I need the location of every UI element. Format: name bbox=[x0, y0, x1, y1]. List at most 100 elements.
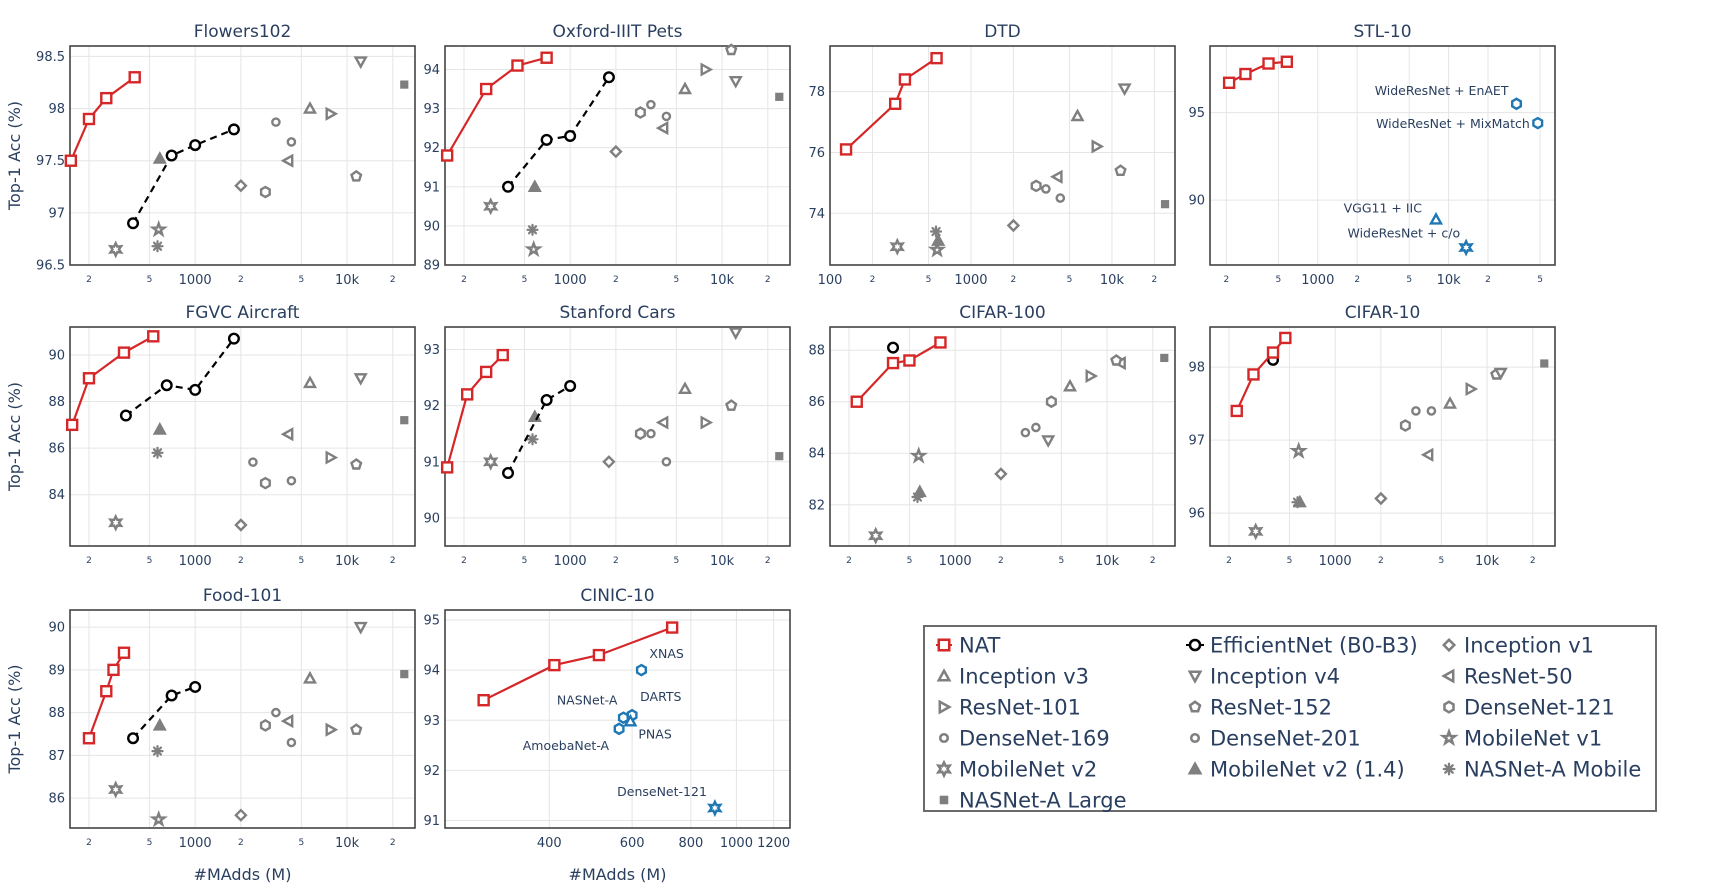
series-nat bbox=[65, 330, 160, 432]
series-nat bbox=[1230, 331, 1292, 418]
marker-densenet121 bbox=[1030, 179, 1042, 193]
chart-title: DTD bbox=[984, 22, 1021, 42]
marker-mobilenet-v2 bbox=[482, 452, 499, 471]
marker-nasnet-mobile bbox=[151, 744, 164, 758]
marker-densenet121 bbox=[634, 427, 646, 441]
marker-efficientnet bbox=[887, 341, 900, 354]
marker-annotated bbox=[1458, 238, 1474, 257]
series-efficientnet bbox=[119, 332, 240, 422]
marker-mobilenet-v2 bbox=[868, 526, 884, 545]
marker-inception-v3 bbox=[1070, 108, 1085, 122]
marker-resnet152 bbox=[725, 399, 738, 411]
series-nat bbox=[839, 51, 943, 156]
marker-annotated bbox=[623, 713, 638, 727]
legend-item-densenet201: DenseNet-201 bbox=[1189, 727, 1361, 751]
marker-nat bbox=[930, 51, 943, 65]
marker-efficientnet bbox=[189, 680, 202, 693]
y-tick-label: 84 bbox=[48, 488, 65, 503]
x-tick-label: 10k bbox=[1437, 273, 1462, 288]
marker-resnet101 bbox=[1085, 368, 1099, 384]
panel-dtd: DTD 74 76 78 100 2 5 1000 2 5 10k 2 bbox=[808, 22, 1176, 288]
marker-densenet201 bbox=[286, 475, 297, 486]
marker-nasnet-large bbox=[775, 452, 784, 461]
x-tick-label: 2 bbox=[86, 556, 92, 566]
gridlines bbox=[1210, 327, 1555, 546]
x-tick-label: 10k bbox=[335, 836, 360, 851]
series-nat bbox=[440, 51, 553, 162]
panel-cinic-10: CINIC-10 91 92 93 94 95 400 600 800 1000 1200 #MAdd… bbox=[423, 586, 791, 884]
annotation-label: XNAS bbox=[649, 646, 683, 661]
x-tick-label: 10k bbox=[710, 273, 735, 288]
marker-nat bbox=[440, 149, 454, 162]
marker-efficientnet bbox=[502, 180, 515, 193]
legend-item-nasnet-large: NASNet-A Large bbox=[939, 789, 1127, 813]
marker-nat bbox=[128, 71, 141, 84]
x-tick-label: 10k bbox=[1100, 273, 1125, 288]
marker-inception-v3 bbox=[302, 101, 318, 114]
marker-inception-v1 bbox=[602, 455, 616, 469]
marker-annotated bbox=[1532, 116, 1544, 130]
legend-label: DenseNet-201 bbox=[1210, 727, 1361, 751]
x-tick-label: 2 bbox=[765, 556, 771, 566]
marker-resnet50 bbox=[280, 427, 294, 442]
x-tick-label: 5 bbox=[673, 275, 679, 285]
y-tick-label: 98 bbox=[48, 102, 65, 117]
efficientnet-line bbox=[507, 76, 610, 188]
x-tick-label: 2 bbox=[1150, 556, 1156, 566]
marker-mobilenet-v2 bbox=[108, 513, 124, 532]
marker-nat bbox=[1247, 368, 1260, 381]
efficientnet-line bbox=[507, 385, 571, 474]
x-tick-label: 2 bbox=[1530, 556, 1536, 566]
x-tick-label: 2 bbox=[461, 556, 467, 566]
y-tick-label: 82 bbox=[808, 498, 825, 513]
marker-mobilenet-v2-14 bbox=[931, 233, 946, 246]
marker-efficientnet bbox=[160, 379, 173, 392]
x-tick-label: 10k bbox=[1095, 554, 1120, 569]
plot-frame bbox=[69, 45, 416, 266]
marker-efficientnet bbox=[502, 467, 515, 480]
marker-nasnet-large bbox=[1160, 200, 1170, 209]
x-tick-label: 1000 bbox=[1319, 554, 1352, 569]
marker-nasnet-mobile bbox=[151, 240, 164, 253]
marker-resnet152 bbox=[350, 458, 363, 470]
marker-resnet152 bbox=[1114, 164, 1127, 177]
legend-marker bbox=[1441, 668, 1455, 684]
series-nat bbox=[477, 621, 679, 707]
gridlines bbox=[70, 46, 415, 265]
legend-label: MobileNet v2 (1.4) bbox=[1210, 758, 1405, 782]
efficientnet-line bbox=[132, 128, 235, 224]
marker-resnet152 bbox=[725, 43, 738, 56]
legend-item-nasnet-mobile: NASNet-A Mobile bbox=[1442, 758, 1641, 782]
y-tick-label: 89 bbox=[48, 663, 65, 678]
marker-nat bbox=[440, 461, 454, 474]
baseline-markers bbox=[107, 56, 409, 259]
marker-inception-v3 bbox=[677, 81, 693, 95]
x-tick-label: 5 bbox=[147, 275, 153, 285]
series-efficientnet bbox=[127, 680, 202, 745]
marker-nasnet-mobile bbox=[151, 446, 164, 459]
x-tick-label: 1000 bbox=[554, 554, 587, 569]
marker-inception-v4 bbox=[728, 327, 743, 341]
x-tick-label: 100 bbox=[818, 273, 843, 288]
y-tick-label: 96.5 bbox=[36, 259, 65, 274]
legend-item-mobilenet-v1: MobileNet v1 bbox=[1439, 727, 1602, 751]
y-axis-label: Top-1 Acc (%) bbox=[5, 382, 24, 492]
legend-marker bbox=[1187, 670, 1203, 684]
marker-annotated bbox=[1510, 97, 1523, 111]
legend-label: DenseNet-121 bbox=[1464, 696, 1615, 720]
y-tick-label: 95 bbox=[1188, 106, 1205, 121]
marker-densenet169 bbox=[248, 457, 258, 467]
plot-frame bbox=[69, 609, 416, 829]
legend-marker bbox=[938, 699, 952, 715]
legend-label: NASNet-A Mobile bbox=[1464, 758, 1641, 782]
gridlines bbox=[830, 327, 1175, 546]
legend-label: NAT bbox=[959, 634, 1000, 658]
legend-marker bbox=[1188, 638, 1202, 652]
legend-box bbox=[923, 625, 1657, 812]
gridlines bbox=[70, 327, 415, 546]
marker-nat bbox=[540, 51, 553, 64]
y-tick-label: 76 bbox=[808, 146, 825, 161]
marker-efficientnet bbox=[540, 394, 553, 407]
legend-marker bbox=[1188, 700, 1202, 713]
marker-resnet101 bbox=[325, 106, 339, 121]
